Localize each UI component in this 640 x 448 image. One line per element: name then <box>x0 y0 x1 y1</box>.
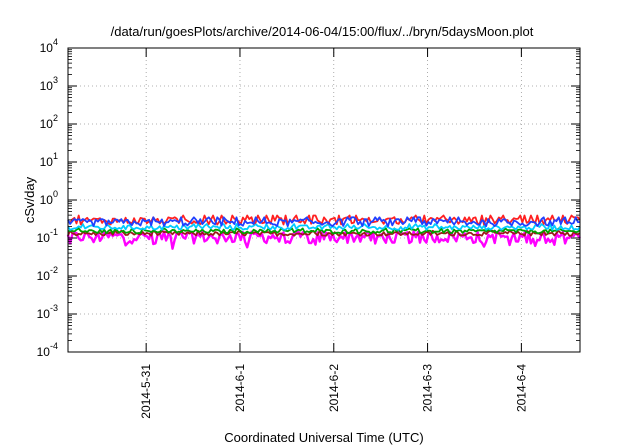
y-tick-label: 10-2 <box>37 265 58 283</box>
grid <box>68 48 580 352</box>
y-tick-label: 103 <box>40 75 58 93</box>
y-tick-label: 102 <box>40 113 58 131</box>
x-tick-label: 2014-6-4 <box>514 364 528 412</box>
y-axis: 10-4 10-3 10-2 10-1 100 101 102 103 104 <box>37 37 580 359</box>
x-tick-label: 2014-6-2 <box>327 364 341 412</box>
x-tick-label: 2014-6-3 <box>421 364 435 412</box>
y-tick-label: 100 <box>40 189 58 207</box>
series-line <box>67 227 581 235</box>
x-tick-label: 2014-5-31 <box>139 364 153 419</box>
chart-title: /data/run/goesPlots/archive/2014-06-04/1… <box>111 24 534 39</box>
y-axis-label: cSv/day <box>22 176 37 223</box>
y-tick-label: 104 <box>40 37 58 55</box>
y-tick-label: 10-3 <box>37 303 58 321</box>
x-axis: 2014-5-31 2014-6-1 2014-6-2 2014-6-3 2014-6-… <box>139 48 528 419</box>
series-line <box>67 223 581 231</box>
y-tick-label: 10-4 <box>37 341 58 359</box>
series-group <box>66 214 581 250</box>
x-tick-label: 2014-6-1 <box>233 364 247 412</box>
series-line <box>67 216 580 228</box>
x-axis-label: Coordinated Universal Time (UTC) <box>224 430 423 445</box>
series-line <box>66 230 581 250</box>
y-tick-label: 101 <box>40 151 58 169</box>
y-tick-label: 10-1 <box>37 227 58 245</box>
